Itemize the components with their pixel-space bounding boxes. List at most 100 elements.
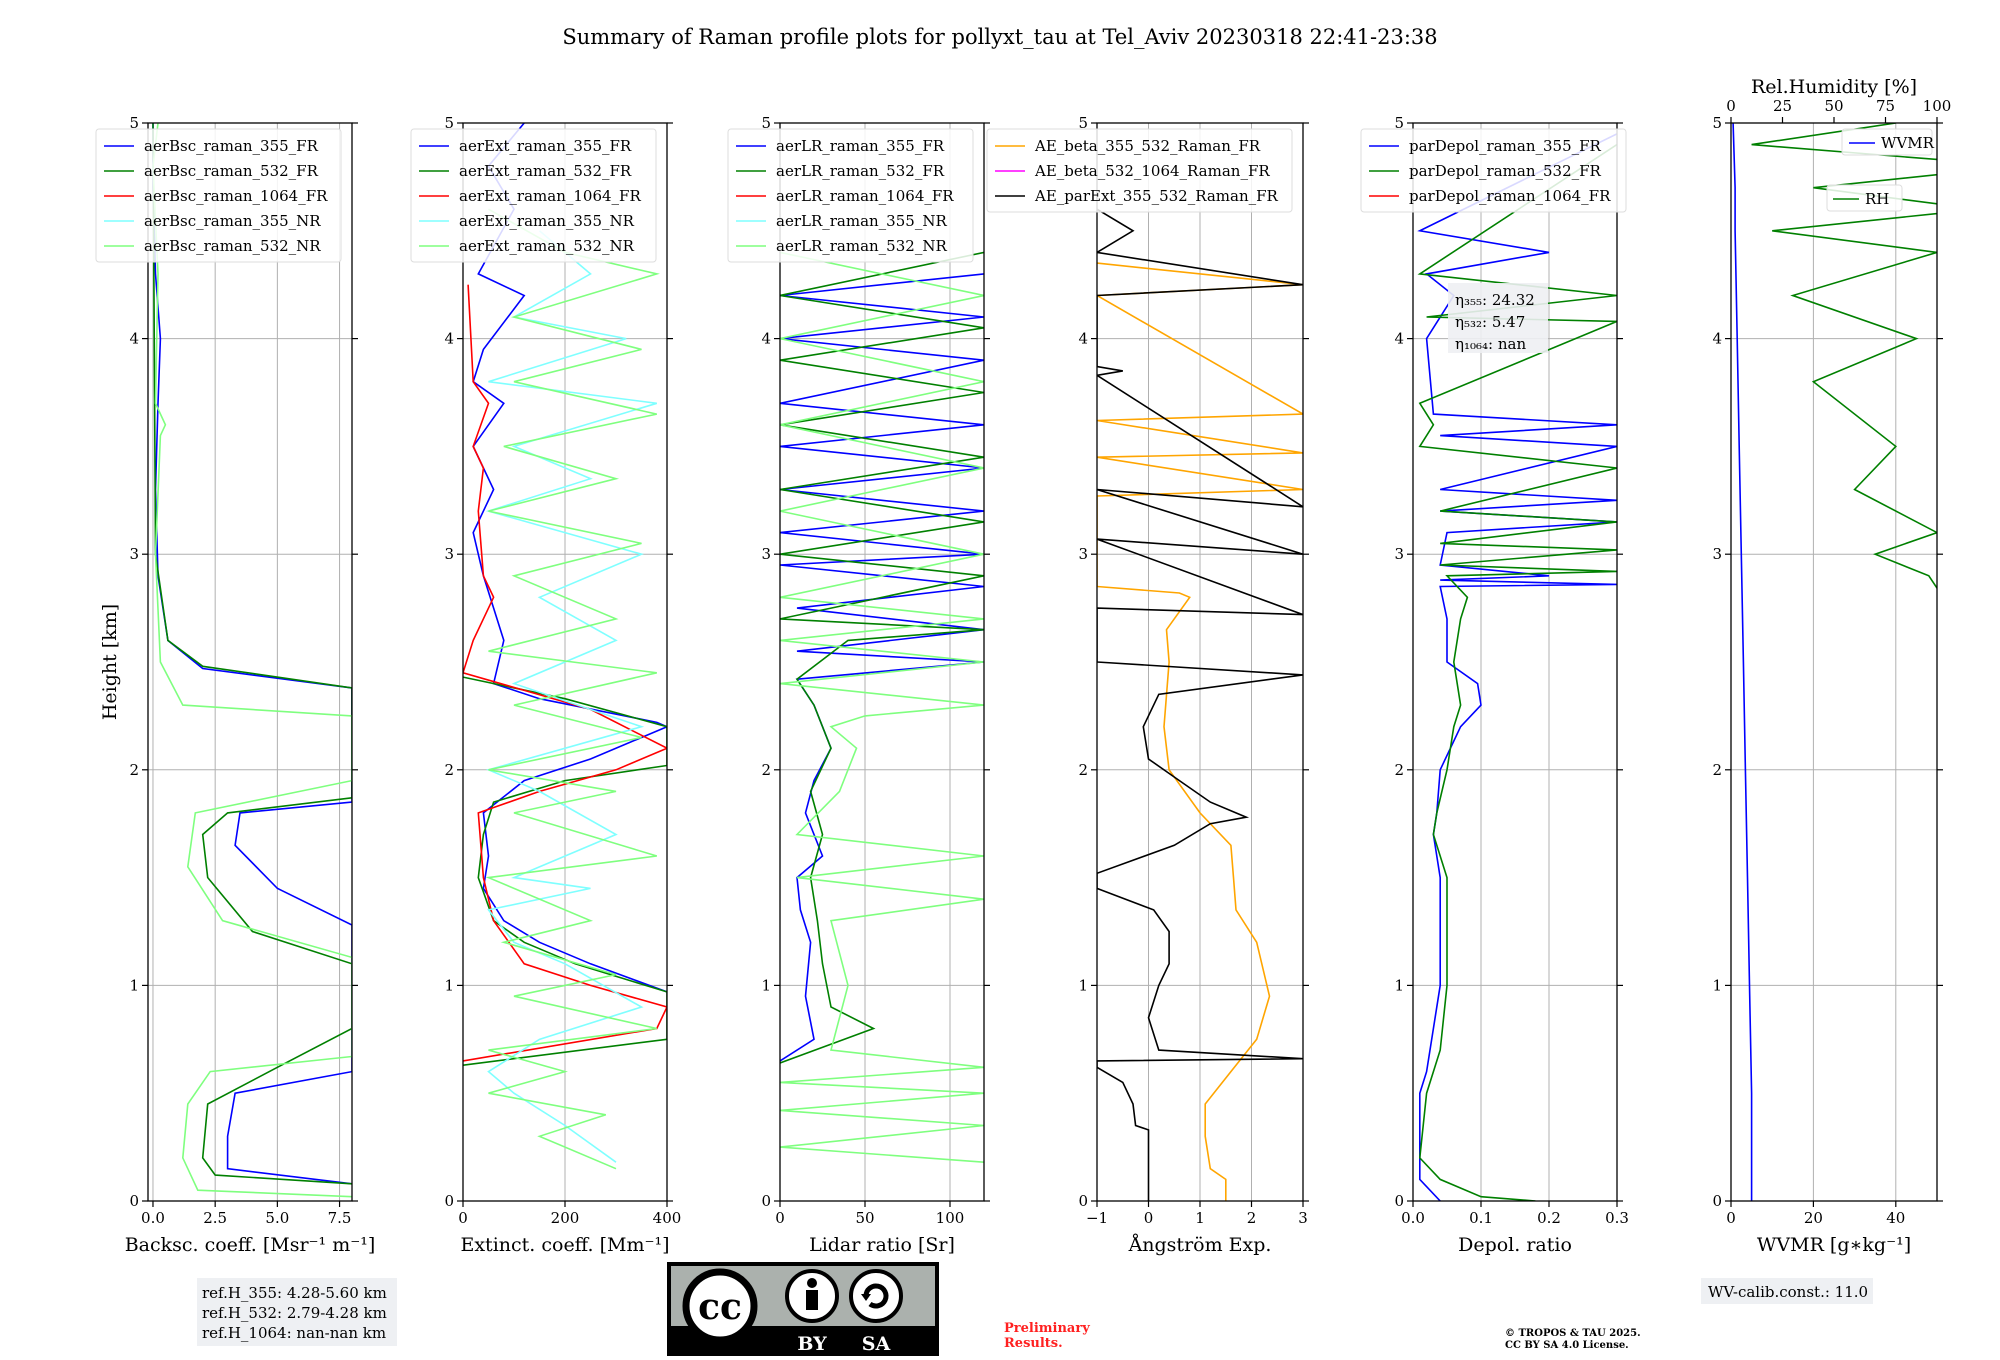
legend-label: aerLR_raman_355_NR [776, 212, 947, 230]
legend: aerExt_raman_355_FR aerExt_raman_532_FRae… [410, 128, 657, 263]
legend-label: RH [1865, 190, 1889, 208]
x-tick-label: 40 [1886, 1209, 1905, 1227]
x-tick-label: 0.3 [1605, 1209, 1629, 1227]
eta-value: η₁₀₆₄: nan [1455, 335, 1526, 353]
legend-label: aerExt_raman_532_FR [459, 162, 632, 180]
legend-rh: RH [1826, 184, 1903, 212]
legend-label: aerLR_raman_532_FR [776, 162, 945, 180]
y-tick-label: 3 [761, 545, 771, 563]
y-axis-label: Height [km] [99, 604, 121, 720]
plot-frame [1730, 122, 1938, 1202]
x-tick-label: 0.2 [1537, 1209, 1561, 1227]
copyright-line-2: CC BY SA 4.0 License. [1505, 1340, 1629, 1351]
legend: parDepol_raman_355_FR parDepol_raman_532_… [1360, 128, 1627, 213]
y-tick-label: 0 [1394, 1192, 1404, 1210]
legend-label: aerExt_raman_532_NR [459, 237, 635, 255]
ref-h-1064: ref.H_1064: nan-nan km [202, 1324, 386, 1342]
y-tick-label: 4 [1078, 330, 1088, 348]
eta-value: η₃₅₅: 24.32 [1455, 291, 1535, 309]
legend-label: aerBsc_raman_1064_FR [144, 187, 328, 205]
y-tick-label: 3 [1394, 545, 1404, 563]
y-tick-label: 0 [761, 1192, 771, 1210]
top-x-tick-label: 100 [1923, 97, 1952, 115]
x-tick-label: 100 [936, 1209, 965, 1227]
y-tick-label: 2 [129, 761, 139, 779]
y-tick-label: 3 [444, 545, 454, 563]
cc-logo-text: cc [698, 1286, 742, 1328]
series-line-aerLR_raman_532_FR [780, 251, 984, 1064]
legend-label: aerBsc_raman_355_FR [144, 137, 319, 155]
series-line-parDepol_raman_355_FR [1417, 133, 1617, 1201]
legend-label: WVMR [1881, 134, 1935, 152]
preliminary-line-1: Preliminary [1004, 1321, 1090, 1336]
y-tick-label: 1 [1712, 976, 1722, 994]
ref-h-355: ref.H_355: 4.28-5.60 km [202, 1284, 387, 1302]
y-tick-label: 4 [1394, 330, 1404, 348]
x-axis-label: Backsc. coeff. [Msr⁻¹ m⁻¹] [125, 1234, 376, 1256]
panel-ext: 0 200 400 0 1 2 3 4 5 Extinct. coeff. [Mm⁻¹] aerEx… [410, 114, 682, 1256]
x-axis-label: Ångström Exp. [1128, 1234, 1272, 1256]
top-x-tick-label: 50 [1824, 97, 1843, 115]
x-axis-label: WVMR [g∗kg⁻¹] [1757, 1234, 1911, 1256]
y-tick-label: 5 [1394, 114, 1404, 132]
y-tick-label: 2 [444, 761, 454, 779]
eta-annotation-box: η₃₅₅: 24.32 η₅₃₂: 5.47 η₁₀₆₄: nan [1448, 283, 1548, 353]
x-tick-label: 200 [551, 1209, 580, 1227]
y-tick-label: 5 [444, 114, 454, 132]
legend-label: AE_beta_355_532_Raman_FR [1034, 137, 1261, 155]
top-x-tick-label: 25 [1773, 97, 1792, 115]
x-tick-label: 1 [1195, 1209, 1205, 1227]
x-tick-label: −1 [1086, 1209, 1108, 1227]
y-tick-label: 5 [1078, 114, 1088, 132]
legend-label: aerLR_raman_355_FR [776, 137, 945, 155]
x-tick-label: 400 [653, 1209, 682, 1227]
series-line-aerLR_raman_355_FR [780, 273, 984, 1062]
x-tick-label: 5.0 [265, 1209, 289, 1227]
eta-value: η₅₃₂: 5.47 [1455, 313, 1525, 331]
cc-logo-icon [682, 1268, 758, 1344]
ref-h-532: ref.H_532: 2.79-4.28 km [202, 1304, 387, 1322]
plot-frame [147, 122, 353, 1202]
x-tick-label: 20 [1804, 1209, 1823, 1227]
panels: 0.0 2.5 5.0 7.5 0 1 2 3 4 5 Backsc. coeff. [Msr⁻¹ … [95, 76, 1952, 1256]
y-tick-label: 3 [1078, 545, 1088, 563]
plot-frame [1412, 122, 1618, 1202]
x-tick-label: 0 [775, 1209, 785, 1227]
y-tick-label: 0 [1078, 1192, 1088, 1210]
y-tick-label: 2 [1712, 761, 1722, 779]
series-line-aerBsc_raman_355_FR [152, 123, 352, 1185]
legend-label: aerExt_raman_355_FR [459, 137, 632, 155]
series-line-aerBsc_raman_532_FR [152, 123, 352, 1185]
series-line-aerExt_raman_532_NR [485, 208, 660, 1170]
panel-bsc: 0.0 2.5 5.0 7.5 0 1 2 3 4 5 Backsc. coeff. [Msr⁻¹ … [95, 114, 376, 1256]
legend-label: aerExt_raman_1064_FR [459, 187, 641, 205]
y-tick-label: 4 [129, 330, 139, 348]
series-line-aerLR_raman_532_NR [780, 251, 984, 1163]
x-tick-label: 0 [1726, 1209, 1736, 1227]
license-by-label: BY [797, 1333, 827, 1355]
y-tick-label: 1 [1078, 976, 1088, 994]
legend: aerBsc_raman_355_FR aerBsc_raman_532_FRae… [95, 128, 342, 263]
x-tick-label: 0.0 [1401, 1209, 1425, 1227]
wv-calibration-box: WV-calib.const.: 11.0 [1701, 1278, 1873, 1304]
y-tick-label: 0 [444, 1192, 454, 1210]
legend-label: AE_beta_532_1064_Raman_FR [1034, 162, 1270, 180]
x-tick-label: 3 [1298, 1209, 1308, 1227]
y-tick-label: 2 [1078, 761, 1088, 779]
top-x-tick-label: 0 [1726, 97, 1736, 115]
x-tick-label: 2.5 [203, 1209, 227, 1227]
x-axis-label: Extinct. coeff. [Mm⁻¹] [460, 1234, 669, 1256]
y-tick-label: 4 [761, 330, 771, 348]
legend-wvmr: WVMR [1841, 128, 1935, 156]
legend-label: AE_parExt_355_532_Raman_FR [1034, 187, 1279, 205]
x-axis-label: Lidar ratio [Sr] [809, 1234, 955, 1256]
series-line-aerExt_raman_532_FR [463, 676, 667, 1066]
x-tick-label: 7.5 [328, 1209, 352, 1227]
x-tick-label: 0.1 [1469, 1209, 1493, 1227]
plot-frame [779, 122, 985, 1202]
series-line-aerExt_raman_355_NR [485, 230, 658, 1163]
legend-label: parDepol_raman_532_FR [1409, 162, 1602, 180]
cc-license-badge: cc BY SA [667, 1262, 939, 1356]
